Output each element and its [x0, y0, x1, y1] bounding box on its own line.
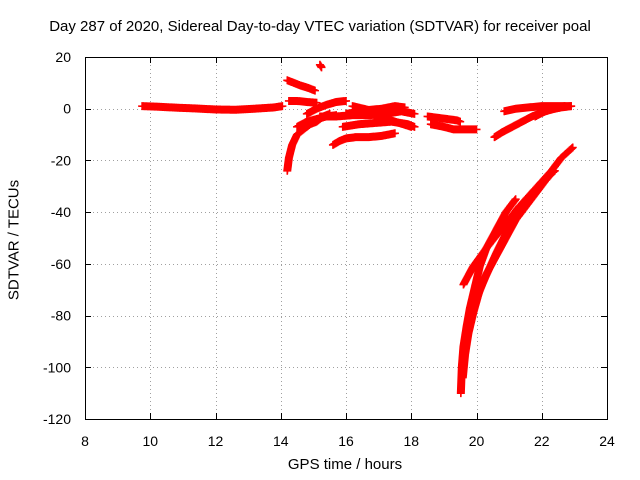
x-tick-label: 16 [338, 433, 354, 449]
series-arc-a [138, 102, 287, 114]
x-tick-label: 14 [273, 433, 289, 449]
x-tick-label: 10 [142, 433, 158, 449]
data-marks [283, 76, 320, 95]
data-marks [342, 107, 416, 131]
series-arc-q [531, 102, 569, 121]
y-tick-label: 0 [63, 101, 71, 117]
data-marks [423, 112, 465, 126]
x-tick-label: 22 [534, 433, 550, 449]
series-arc-b [283, 76, 320, 95]
chart-title: Day 287 of 2020, Sidereal Day-to-day VTE… [49, 18, 591, 35]
data-marks [458, 166, 559, 382]
x-tick-label: 18 [403, 433, 419, 449]
series-arc-n [426, 120, 481, 134]
data-marks [138, 102, 287, 114]
y-tick-label: -80 [51, 308, 71, 324]
data-marks [302, 96, 350, 118]
series-arc-u [459, 169, 556, 367]
data-marks [426, 120, 481, 134]
y-tick-label: -20 [51, 152, 71, 168]
x-tick-label: 8 [81, 433, 89, 449]
series-arc-l [342, 107, 416, 131]
y-tick-label: -40 [51, 204, 71, 220]
tick-layer: 8 10 12 14 16 18 20 22 24 -120 -100 -80 -60 -40 -20 0 20 [43, 49, 615, 449]
series-arc-g [302, 96, 350, 118]
series-arc-m [423, 112, 465, 126]
data-marks [315, 60, 326, 72]
series-arc-c [315, 60, 326, 72]
x-tick-label: 20 [469, 433, 485, 449]
y-tick-label: 20 [55, 49, 71, 65]
data-marks [531, 102, 569, 121]
y-tick-label: -120 [43, 411, 71, 427]
x-tick-label: 12 [208, 433, 224, 449]
data-layer [138, 60, 577, 398]
x-axis-label: GPS time / hours [287, 456, 403, 473]
data-marks [284, 96, 321, 107]
series-arc-h [328, 129, 399, 149]
series-arc-d [284, 96, 321, 107]
x-tick-label: 24 [599, 433, 615, 449]
y-tick-label: -100 [43, 359, 71, 375]
data-marks [459, 169, 556, 367]
y-tick-label: -60 [51, 256, 71, 272]
data-marks [328, 129, 399, 149]
series-arc-t [458, 166, 559, 382]
